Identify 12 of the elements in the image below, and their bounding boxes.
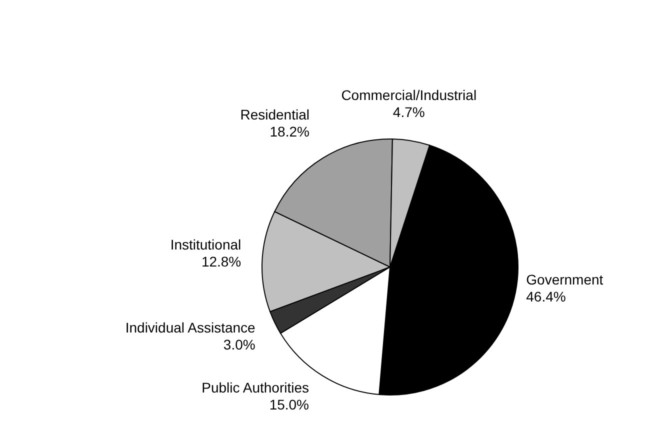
slice-label: Institutional xyxy=(170,236,242,252)
data-label: 18.2% xyxy=(270,123,310,140)
slice-label: Commercial/Industrial xyxy=(341,86,477,103)
slice-label: Government xyxy=(526,272,604,288)
data-label: 4.7% xyxy=(392,104,425,120)
data-label: 12.8% xyxy=(201,253,242,270)
slice-label: Residential xyxy=(240,106,310,122)
data-label: 46.4% xyxy=(526,288,566,305)
slice-label: Public Authorities xyxy=(202,379,310,396)
slice-label: Individual Assistance xyxy=(125,320,256,336)
data-label: 3.0% xyxy=(223,336,256,353)
data-label: 15.0% xyxy=(269,396,310,412)
